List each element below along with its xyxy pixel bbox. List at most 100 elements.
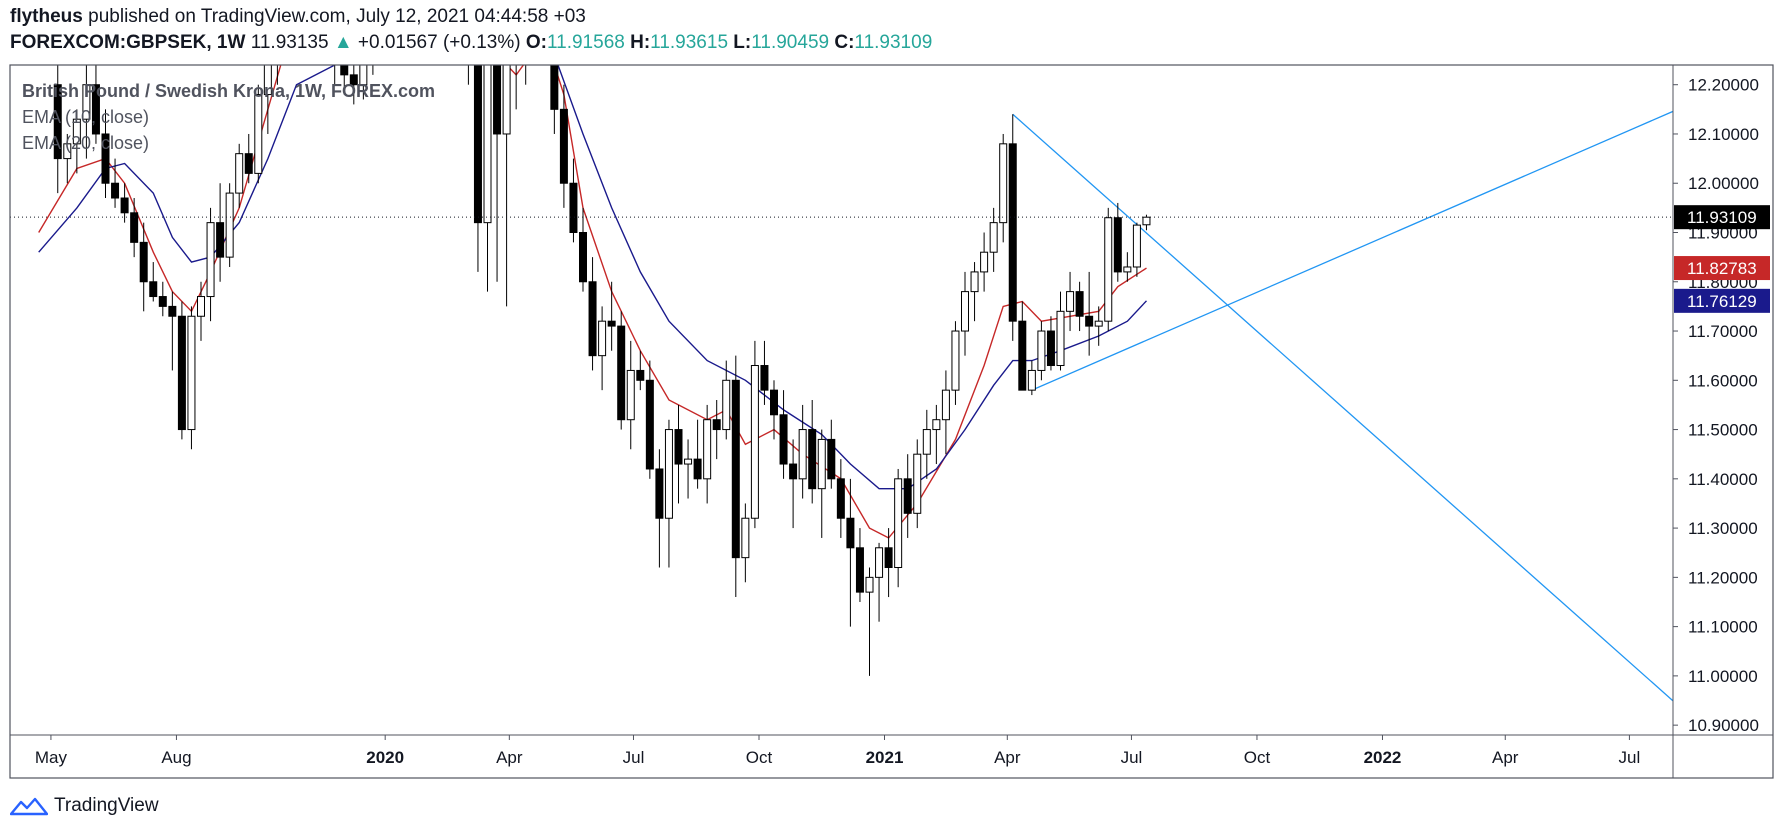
candle-body bbox=[922, 429, 931, 455]
candle-body bbox=[703, 419, 712, 480]
candle-body bbox=[82, 84, 91, 120]
candle-body bbox=[989, 222, 998, 253]
symbol-line: FOREXCOM:GBPSEK, 1W 11.93135 ▲ +0.01567 … bbox=[10, 30, 1773, 56]
candle-body bbox=[225, 192, 234, 258]
price-tick-label: 10.90000 bbox=[1688, 716, 1759, 735]
chart-frame bbox=[9, 64, 1774, 779]
candle-body bbox=[750, 365, 759, 519]
candle-body bbox=[617, 325, 626, 421]
candle-body bbox=[53, 84, 62, 160]
candle-body bbox=[1056, 310, 1065, 367]
tradingview-logo-icon[interactable] bbox=[10, 795, 48, 817]
symbol-name: FOREXCOM:GBPSEK, 1W bbox=[10, 32, 246, 53]
candle-body bbox=[903, 478, 912, 514]
candle-body bbox=[779, 414, 788, 465]
candle-body bbox=[331, 11, 338, 36]
candle-body bbox=[559, 108, 568, 184]
candle-body bbox=[455, 0, 462, 11]
candle-body bbox=[607, 320, 616, 327]
candle-body bbox=[999, 143, 1008, 224]
close-value: 11.93109 bbox=[854, 32, 933, 53]
candle-body bbox=[1066, 291, 1075, 312]
ema20-price-tag-bg bbox=[1674, 288, 1770, 313]
price-tick-label: 11.50000 bbox=[1688, 421, 1758, 440]
candle-body bbox=[359, 65, 368, 86]
candle-body bbox=[465, 11, 472, 60]
candle-body bbox=[502, 65, 511, 135]
candle-body bbox=[712, 419, 721, 431]
ema10-price-tag-bg bbox=[1674, 256, 1770, 281]
candle-body bbox=[941, 389, 950, 421]
candle-body bbox=[522, 11, 529, 36]
candle-body bbox=[961, 291, 970, 332]
candle-body bbox=[693, 458, 702, 480]
ema10-price-tag-label: 11.82783 bbox=[1687, 259, 1757, 278]
time-tick-label: Apr bbox=[1492, 748, 1519, 767]
time-tick-label: 2020 bbox=[366, 748, 404, 767]
candle-body bbox=[349, 74, 358, 86]
candle-body bbox=[130, 212, 139, 243]
candle-body bbox=[664, 429, 673, 519]
candle-body bbox=[139, 241, 148, 283]
candle-body bbox=[951, 330, 960, 391]
last-price-tag-label: 11.93109 bbox=[1687, 208, 1757, 227]
author-name[interactable]: flytheus bbox=[10, 6, 83, 27]
candle-body bbox=[158, 296, 167, 307]
candle-body bbox=[1018, 320, 1027, 391]
price-tags: 11.93109 11.82783 11.76129 bbox=[1674, 205, 1770, 313]
candle-body bbox=[1075, 291, 1084, 317]
candle-body bbox=[263, 65, 272, 96]
candle-body bbox=[177, 315, 186, 431]
time-axis[interactable]: May Aug 2020 Apr Jul Oct 2021 Apr Jul Oct 2022 Apr J… bbox=[35, 735, 1640, 767]
last-price-header: 11.93135 bbox=[250, 32, 329, 53]
chart-header: flytheus published on TradingView.com, J… bbox=[10, 4, 1773, 56]
price-tick-label: 12.20000 bbox=[1688, 76, 1759, 95]
chart-legend: British Pound / Swedish Krona, 1W, FOREX… bbox=[22, 81, 435, 153]
time-tick-label: Apr bbox=[496, 748, 523, 767]
candle-body bbox=[846, 517, 855, 549]
candle-body bbox=[111, 182, 120, 199]
candle-body bbox=[569, 182, 578, 233]
candle-body bbox=[731, 379, 740, 559]
trendline-ascending bbox=[1031, 110, 1673, 391]
candle-body bbox=[1104, 217, 1113, 322]
time-tick-label: Apr bbox=[994, 748, 1021, 767]
candle-body bbox=[1132, 224, 1141, 268]
candle-body bbox=[1123, 266, 1132, 273]
price-axis[interactable]: 12.2000012.1000012.0000011.9000011.80000… bbox=[1673, 76, 1759, 735]
low-label: L: bbox=[733, 32, 752, 53]
candle-body bbox=[473, 65, 482, 224]
candle-body bbox=[1046, 330, 1055, 367]
candle-body bbox=[197, 296, 206, 317]
candle-body bbox=[91, 84, 100, 135]
low-value: 11.90459 bbox=[751, 32, 830, 53]
candle-body bbox=[216, 222, 225, 258]
plot-area[interactable] bbox=[10, 65, 1673, 735]
candle-body bbox=[1085, 315, 1094, 327]
candle-body bbox=[684, 458, 693, 465]
candle-body bbox=[588, 281, 597, 357]
candle-body bbox=[149, 281, 158, 298]
candles bbox=[53, 0, 1151, 676]
chart-canvas[interactable]: 12.2000012.1000012.0000011.9000011.80000… bbox=[0, 0, 1783, 790]
published-text: published on TradingView.com, July 12, 2… bbox=[88, 6, 586, 27]
price-tick-label: 11.30000 bbox=[1688, 519, 1758, 538]
candle-body bbox=[645, 379, 654, 470]
candle-body bbox=[884, 547, 893, 569]
price-tick-label: 12.10000 bbox=[1688, 125, 1759, 144]
high-label: H: bbox=[630, 32, 651, 53]
candle-body bbox=[532, 0, 539, 11]
price-tick-label: 11.40000 bbox=[1688, 470, 1758, 489]
footer-brand[interactable]: TradingView bbox=[54, 795, 159, 816]
price-tick-label: 11.20000 bbox=[1688, 568, 1758, 587]
time-tick-label: May bbox=[35, 748, 68, 767]
up-arrow-icon: ▲ bbox=[333, 32, 353, 53]
candle-body bbox=[550, 65, 559, 110]
candle-body bbox=[636, 369, 645, 381]
time-tick-label: Jul bbox=[1121, 748, 1143, 767]
candle-body bbox=[760, 365, 769, 391]
open-value: 11.91568 bbox=[546, 32, 625, 53]
price-tick-label: 11.60000 bbox=[1688, 371, 1758, 390]
price-tick-label: 11.70000 bbox=[1688, 322, 1758, 341]
candle-body bbox=[855, 547, 864, 593]
